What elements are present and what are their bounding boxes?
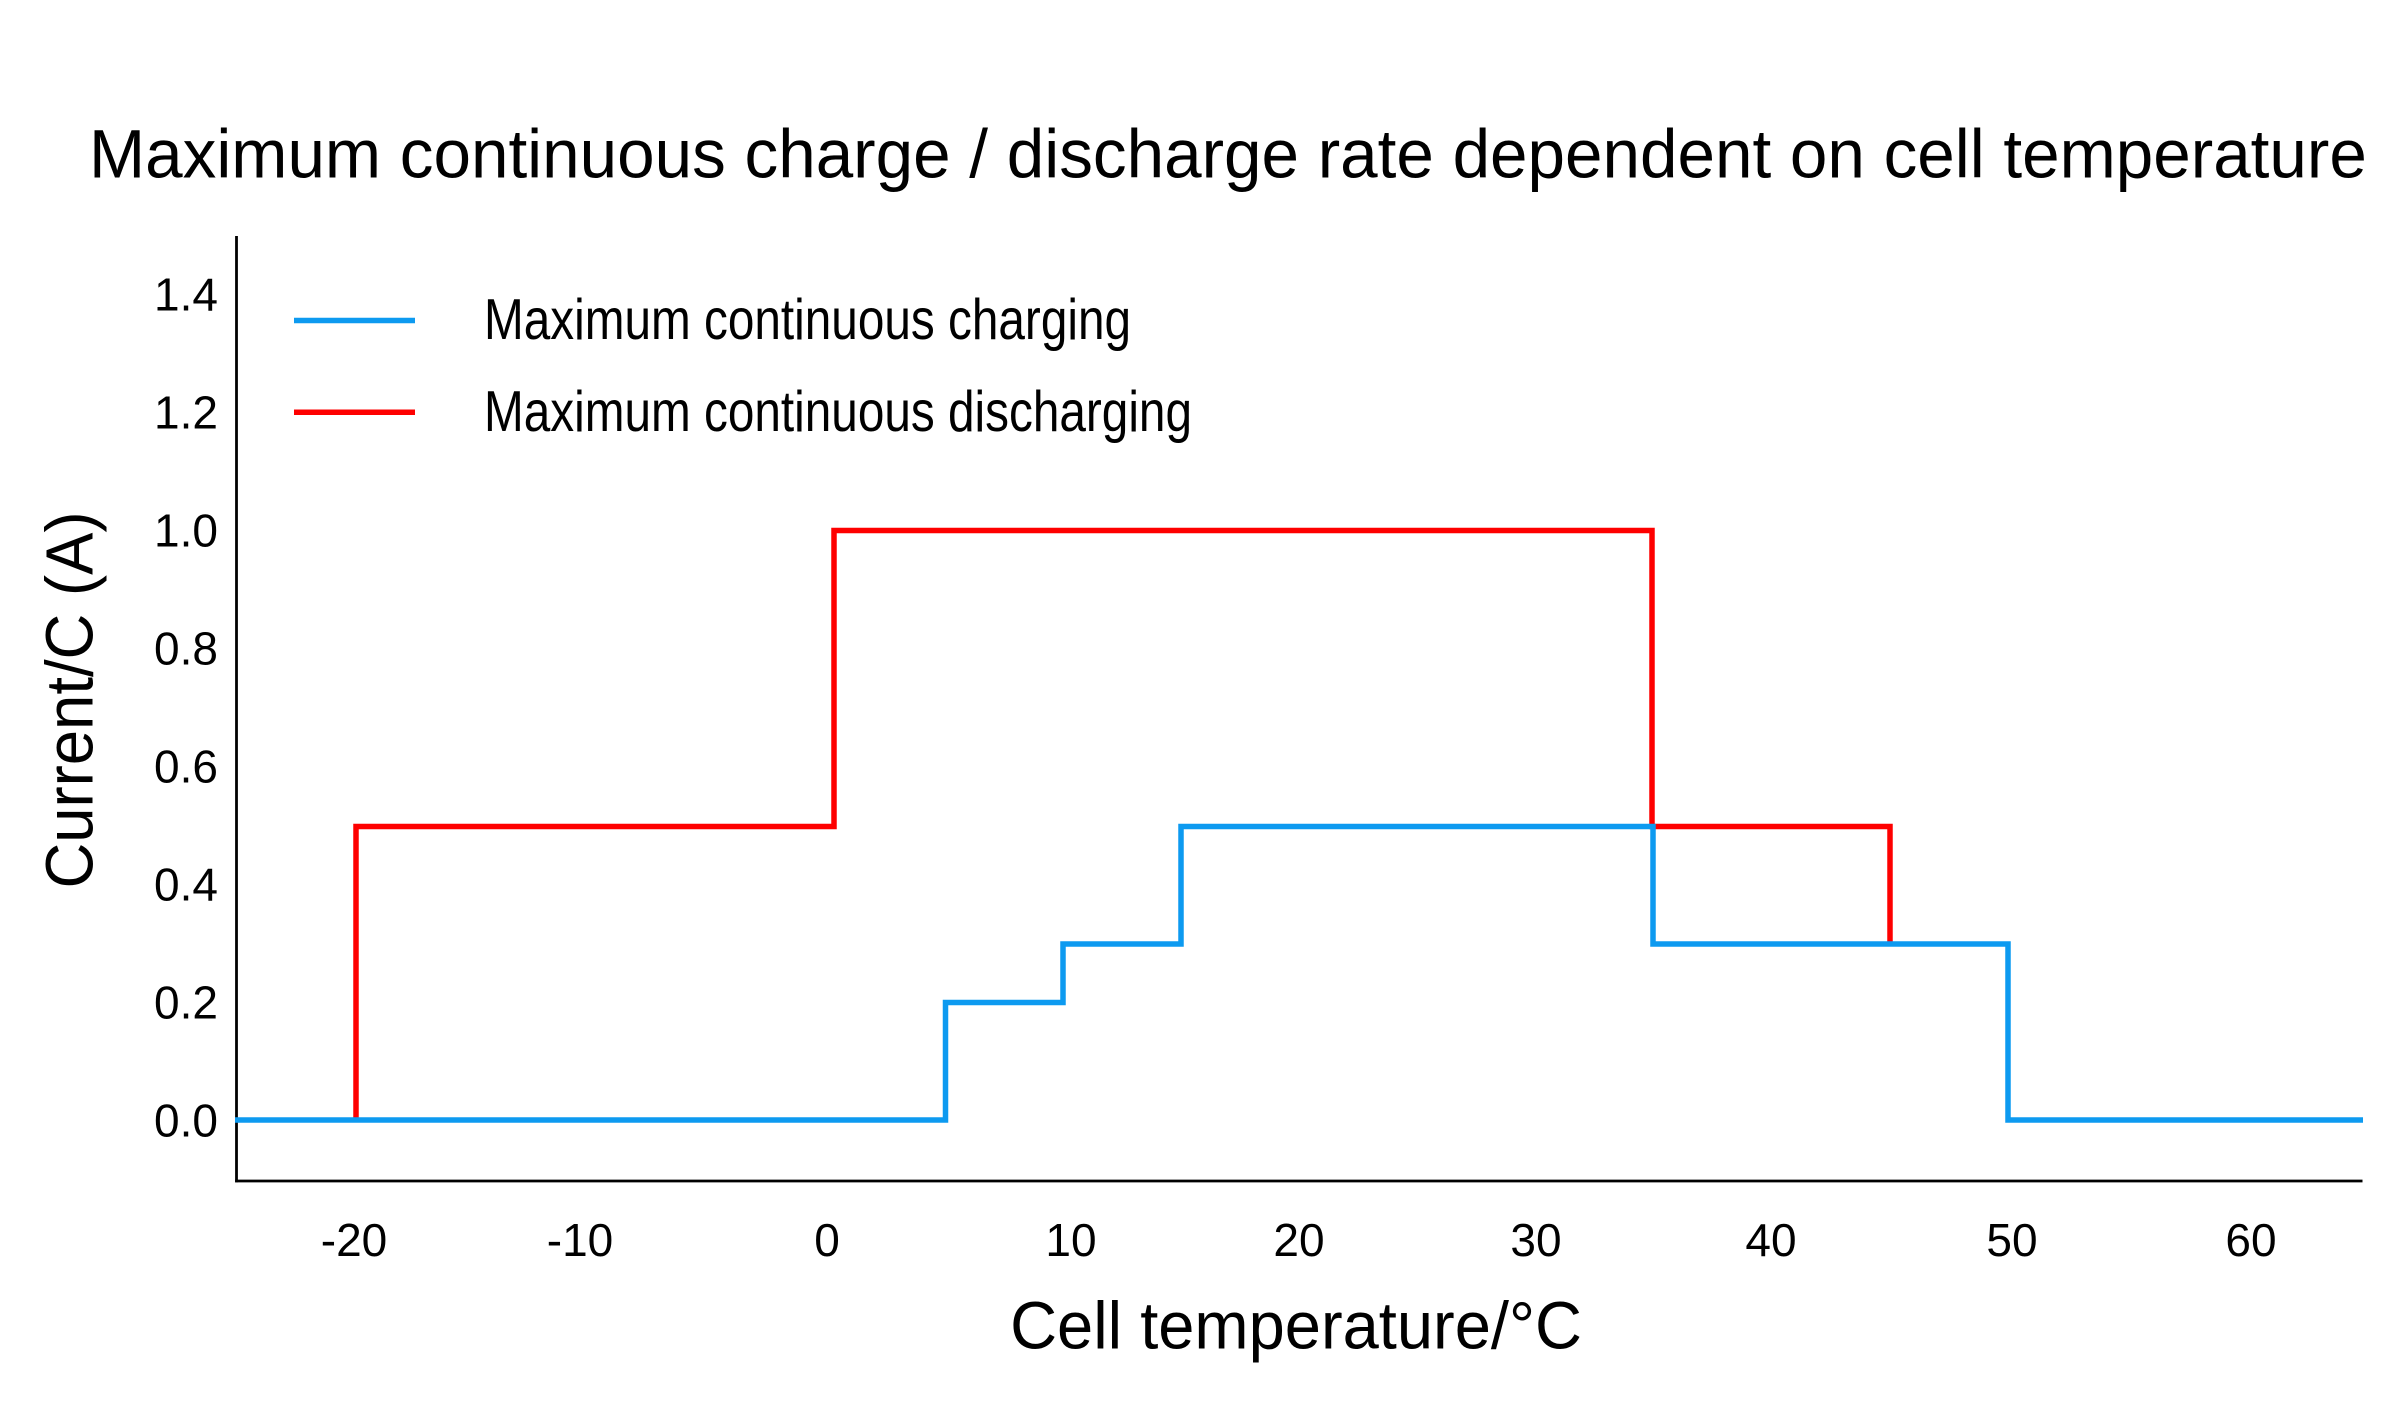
svg-text:50: 50 <box>1986 1214 2037 1266</box>
svg-text:40: 40 <box>1745 1214 1796 1266</box>
svg-text:Maximum continuous charge / di: Maximum continuous charge / discharge ra… <box>89 116 2367 193</box>
svg-text:30: 30 <box>1510 1214 1561 1266</box>
svg-text:Maximum continuous discharging: Maximum continuous discharging <box>484 380 1192 444</box>
svg-text:0.8: 0.8 <box>154 623 218 675</box>
svg-text:1.4: 1.4 <box>154 269 218 321</box>
svg-text:Current/C (A): Current/C (A) <box>32 511 107 888</box>
svg-text:Maximum continuous charging: Maximum continuous charging <box>484 288 1131 352</box>
svg-text:0.0: 0.0 <box>154 1095 218 1147</box>
svg-text:-20: -20 <box>321 1214 387 1266</box>
svg-text:0.2: 0.2 <box>154 977 218 1029</box>
svg-text:0.4: 0.4 <box>154 859 218 911</box>
svg-text:60: 60 <box>2225 1214 2276 1266</box>
svg-text:0: 0 <box>814 1214 840 1266</box>
svg-text:1.2: 1.2 <box>154 387 218 439</box>
svg-text:20: 20 <box>1273 1214 1324 1266</box>
svg-text:10: 10 <box>1045 1214 1096 1266</box>
svg-text:Cell temperature/°C: Cell temperature/°C <box>1010 1289 1582 1364</box>
svg-text:0.6: 0.6 <box>154 741 218 793</box>
svg-text:1.0: 1.0 <box>154 505 218 557</box>
svg-text:-10: -10 <box>547 1214 613 1266</box>
